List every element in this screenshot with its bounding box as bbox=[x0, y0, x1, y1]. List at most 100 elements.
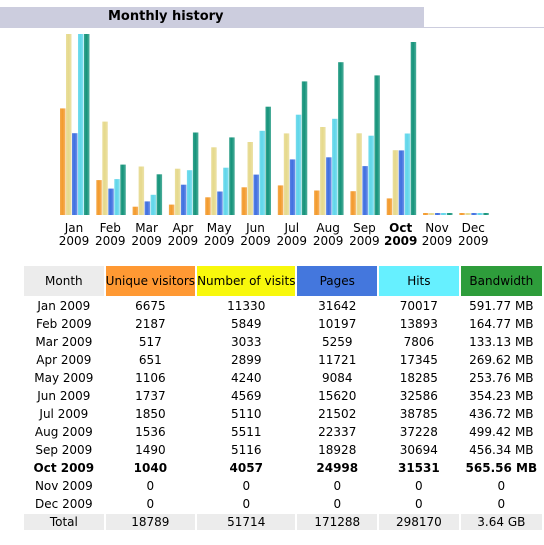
tick-label-month: Feb bbox=[100, 221, 121, 235]
bar-hits-jun bbox=[259, 130, 265, 215]
cell-pages: 10197 bbox=[318, 317, 357, 331]
cell-number-of-visits: 11330 bbox=[227, 299, 266, 313]
cell-pages: 15620 bbox=[318, 389, 357, 403]
cell-hits: 13893 bbox=[399, 317, 438, 331]
bar-number-of-visits-feb bbox=[102, 121, 108, 215]
tick-label-year: 2009 bbox=[277, 234, 308, 248]
chart-title-bar: Monthly history bbox=[0, 7, 424, 27]
cell-number-of-visits: 5110 bbox=[230, 407, 262, 421]
cell-month: Oct 2009 bbox=[33, 461, 95, 475]
bar-pages-feb bbox=[108, 188, 114, 215]
bar-bandwidth-mar bbox=[156, 174, 163, 215]
cell-month: Mar 2009 bbox=[35, 335, 93, 349]
cell-bandwidth: 253.76 MB bbox=[469, 371, 534, 385]
cell-bandwidth: 164.77 MB bbox=[469, 317, 534, 331]
tick-label-month: Aug bbox=[316, 221, 339, 235]
cell-bandwidth: 591.77 MB bbox=[469, 299, 534, 313]
tick-label-year: 2009 bbox=[458, 234, 489, 248]
cell-pages: 0 bbox=[333, 497, 342, 511]
bar-number-of-visits-jan bbox=[66, 34, 72, 215]
bar-pages-jul bbox=[289, 159, 296, 215]
cell-pages: 5259 bbox=[321, 335, 353, 349]
cell-bandwidth: 3.64 GB bbox=[460, 514, 542, 530]
cell-bandwidth: 354.23 MB bbox=[469, 389, 534, 403]
bar-pages-apr bbox=[180, 184, 187, 215]
cell-pages: 171288 bbox=[297, 514, 378, 530]
tick-label-month: Jun bbox=[245, 221, 265, 235]
cell-unique-visitors: 6675 bbox=[135, 299, 166, 313]
tick-label-month: Nov bbox=[425, 221, 448, 235]
cell-unique-visitors: 651 bbox=[138, 353, 162, 367]
cell-month: Jun 2009 bbox=[37, 389, 91, 403]
cell-number-of-visits: 0 bbox=[242, 479, 251, 493]
cell-bandwidth: 133.13 MB bbox=[469, 335, 534, 349]
cell-month: Jul 2009 bbox=[39, 407, 89, 421]
bar-number-of-visits-sep bbox=[356, 133, 362, 215]
cell-unique-visitors: 18789 bbox=[105, 514, 196, 530]
header-pages: Pages bbox=[297, 266, 378, 296]
bar-unique-visitors-feb bbox=[96, 180, 102, 215]
cell-bandwidth: 0 bbox=[497, 479, 506, 493]
bar-unique-visitors-jun bbox=[241, 187, 247, 215]
cell-bandwidth: 269.62 MB bbox=[469, 353, 534, 367]
bar-hits-apr bbox=[186, 170, 193, 215]
cell-bandwidth: 456.34 MB bbox=[469, 443, 534, 457]
cell-pages: 18928 bbox=[318, 443, 357, 457]
cell-number-of-visits: 5116 bbox=[230, 443, 262, 457]
header-bandwidth: Bandwidth bbox=[460, 266, 542, 296]
cell-unique-visitors: 1850 bbox=[135, 407, 166, 421]
tick-label-year: 2009 bbox=[349, 234, 380, 248]
tick-label-month: Apr bbox=[173, 221, 194, 235]
monthly-history-chart: Jan2009Feb2009Mar2009Apr2009May2009Jun20… bbox=[59, 34, 489, 248]
cell-hits: 0 bbox=[415, 497, 423, 511]
bar-hits-sep bbox=[368, 135, 374, 215]
table-row: Sep 2009 1490 5116 18928 30694 456.34 MB bbox=[24, 442, 542, 458]
cell-unique-visitors: 1106 bbox=[135, 371, 166, 385]
bar-hits-aug bbox=[332, 118, 338, 215]
monthly-stats-table: Month Unique visitors Number of visits P… bbox=[22, 264, 544, 532]
tick-label-year: 2009 bbox=[95, 234, 126, 248]
cell-number-of-visits: 51714 bbox=[197, 514, 296, 530]
bar-pages-mar bbox=[144, 201, 151, 215]
cell-hits: 7806 bbox=[403, 335, 435, 349]
bar-bandwidth-jan bbox=[84, 34, 90, 215]
bar-unique-visitors-oct bbox=[386, 198, 393, 215]
table-row: Jan 2009 6675 11330 31642 70017 591.77 MB bbox=[24, 298, 542, 314]
cell-hits: 298170 bbox=[379, 514, 459, 530]
table-row: Aug 2009 1536 5511 22337 37228 499.42 MB bbox=[24, 424, 542, 440]
bar-bandwidth-jul bbox=[301, 81, 308, 216]
bar-bandwidth-oct bbox=[410, 42, 417, 215]
bar-bandwidth-aug bbox=[338, 62, 344, 216]
tick-label-year: 2009 bbox=[384, 234, 417, 248]
tick-label-month: May bbox=[207, 221, 232, 235]
cell-number-of-visits: 3033 bbox=[230, 335, 262, 349]
table-row: Apr 2009 651 2899 11721 17345 269.62 MB bbox=[24, 352, 542, 368]
cell-unique-visitors: 0 bbox=[146, 497, 155, 511]
cell-hits: 18285 bbox=[399, 371, 438, 385]
bar-bandwidth-apr bbox=[192, 132, 199, 215]
cell-number-of-visits: 4569 bbox=[230, 389, 262, 403]
cell-unique-visitors: 517 bbox=[138, 335, 162, 349]
tick-label-year: 2009 bbox=[422, 234, 453, 248]
chart-title: Monthly history bbox=[108, 9, 224, 24]
cell-month: Nov 2009 bbox=[34, 479, 93, 493]
bar-number-of-visits-dec bbox=[465, 213, 471, 215]
cell-number-of-visits: 5511 bbox=[230, 425, 262, 439]
header-number-of-visits: Number of visits bbox=[197, 266, 296, 296]
cell-pages: 21502 bbox=[318, 407, 357, 421]
bar-unique-visitors-apr bbox=[168, 204, 175, 215]
cell-unique-visitors: 0 bbox=[146, 479, 155, 493]
cell-pages: 9084 bbox=[321, 371, 353, 385]
cell-number-of-visits: 2899 bbox=[230, 353, 262, 367]
table-header-row: Month Unique visitors Number of visits P… bbox=[24, 266, 542, 296]
bar-unique-visitors-nov bbox=[423, 213, 429, 215]
table-row: Jun 2009 1737 4569 15620 32586 354.23 MB bbox=[24, 388, 542, 404]
tick-label-month: Jul bbox=[284, 221, 299, 235]
month-label-group: Jan2009Feb2009Mar2009Apr2009May2009Jun20… bbox=[59, 221, 489, 248]
cell-bandwidth: 499.42 MB bbox=[469, 425, 534, 439]
bar-number-of-visits-mar bbox=[138, 166, 145, 215]
cell-hits: 32586 bbox=[399, 389, 438, 403]
cell-number-of-visits: 0 bbox=[242, 497, 251, 511]
bar-unique-visitors-aug bbox=[314, 190, 320, 215]
cell-month: Dec 2009 bbox=[35, 497, 93, 511]
